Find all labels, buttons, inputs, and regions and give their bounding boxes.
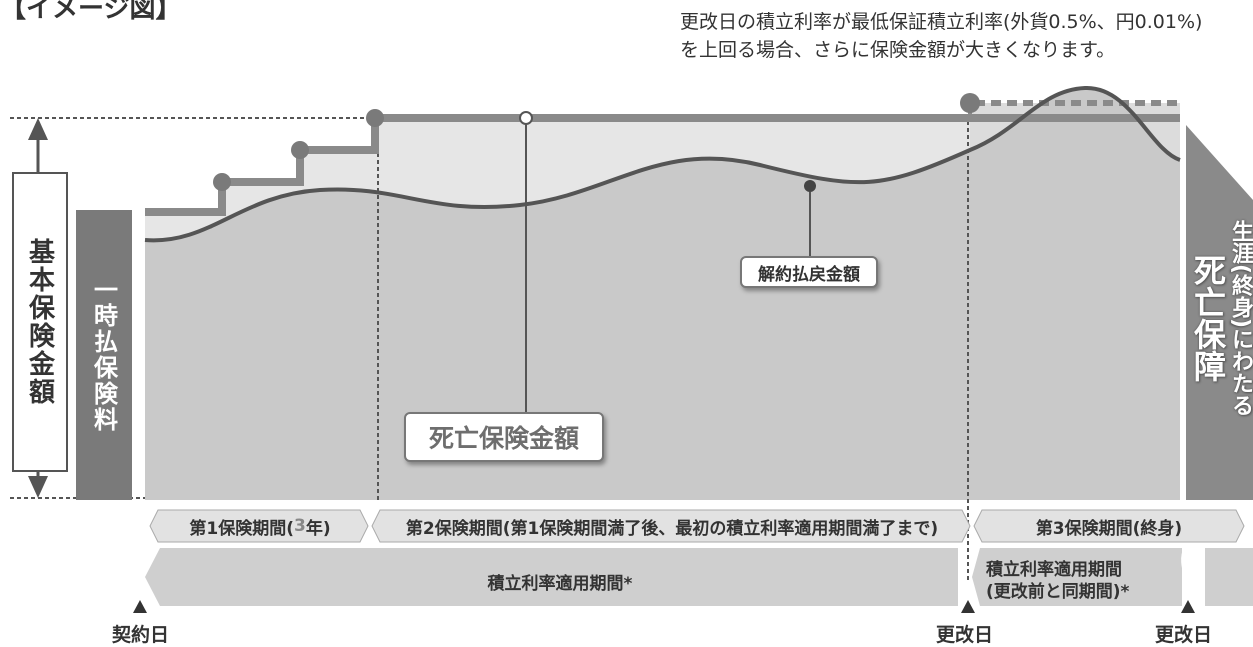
rate-band-2 (972, 548, 1182, 606)
period3-bar (973, 509, 1245, 543)
break-mark-2 (1195, 546, 1205, 608)
contract-date-marker (133, 600, 147, 613)
top-note-line-1: 更改日の積立利率が最低保証積立利率(外貨0.5%、円0.01%) (680, 11, 1203, 33)
step-marker-2 (291, 141, 309, 159)
renewal-date-marker-2 (1181, 600, 1195, 613)
break-mark-1 (1181, 546, 1191, 608)
lifetime-caption-small: 生涯(終身)にわたる (1228, 220, 1253, 417)
top-note: 更改日の積立利率が最低保証積立利率(外貨0.5%、円0.01%) を上回る場合、… (680, 8, 1202, 64)
rate-period-2-line-2: (更改前と同期間)* (986, 582, 1130, 602)
period-3-label: 第3保険期間(終身) (1035, 518, 1183, 539)
period1-bar (149, 509, 369, 543)
period-1-label: 第1保険期間(3 年) (160, 509, 360, 543)
rate-period-1-label: 積立利率適用期間* (487, 573, 633, 594)
rate-period-2-line-1: 積立利率適用期間 (986, 560, 1122, 580)
lifetime-coverage-caption: 生涯(終身)にわたる 死亡保障 (1189, 220, 1253, 510)
basic-sum-arrow-top (28, 118, 48, 140)
basic-sum-label: 基本保険金額 (24, 238, 55, 406)
surrender-label-point (804, 180, 816, 192)
basic-sum-arrow-bottom (28, 476, 48, 498)
rate-band-1 (145, 548, 958, 606)
period-1-suffix: 年) (305, 518, 331, 539)
renewal-date-label-2: 更改日 (1155, 624, 1213, 646)
rate-period-2-label: 積立利率適用期間 (更改前と同期間)* (986, 546, 1176, 616)
basic-sum-box: 基本保険金額 (12, 172, 68, 472)
renewal-date-marker-1 (961, 600, 975, 613)
renewal-date-label-1: 更改日 (936, 624, 994, 646)
step-marker-1 (213, 173, 231, 191)
period-2-label: 第2保険期間(第1保険期間満了後、最初の積立利率適用期間満了まで) (405, 518, 939, 539)
death-label-point (519, 111, 533, 125)
period-1-years: 3 (293, 516, 306, 536)
step-marker-3 (366, 109, 384, 127)
surrender-value-label: 解約払戻金額 (740, 256, 878, 288)
top-note-line-2: を上回る場合、さらに保険金額が大きくなります。 (680, 39, 1116, 61)
diagram-title: 【イメージ図】 (0, 0, 182, 24)
surrender-value-area (145, 87, 1180, 501)
surrender-value-line (144, 85, 1181, 243)
renewal-marker (960, 93, 980, 113)
lump-sum-premium-label: 一時払保険料 (89, 277, 118, 433)
rate-band-3 (1205, 548, 1253, 606)
period2-bar (371, 509, 971, 543)
lifetime-caption-big: 死亡保障 (1189, 254, 1227, 382)
period-1-prefix: 第1保険期間( (189, 518, 294, 539)
death-benefit-label: 死亡保険金額 (404, 412, 604, 462)
contract-date-label: 契約日 (112, 624, 170, 646)
lump-sum-premium-box: 一時払保険料 (76, 210, 132, 500)
lifetime-coverage-arrow (1186, 125, 1253, 500)
